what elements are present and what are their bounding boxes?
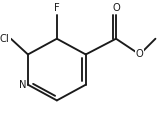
Text: Cl: Cl [0, 34, 10, 44]
Text: N: N [19, 80, 27, 90]
Text: O: O [136, 49, 144, 59]
Text: O: O [112, 3, 120, 13]
Text: F: F [54, 3, 60, 13]
